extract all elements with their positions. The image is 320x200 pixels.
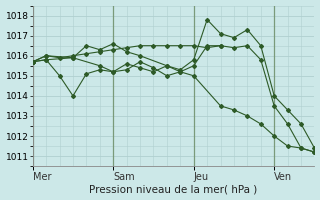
X-axis label: Pression niveau de la mer( hPa ): Pression niveau de la mer( hPa ) [90, 184, 258, 194]
